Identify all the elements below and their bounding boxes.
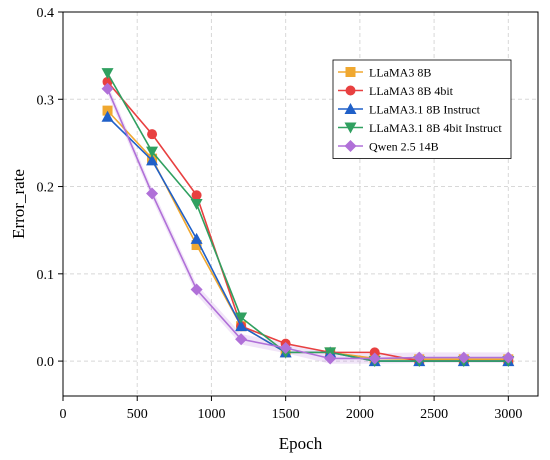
data-point-2-2	[190, 232, 203, 244]
x-tick-label-6: 3000	[494, 407, 522, 422]
y-tick-label-1: 0.1	[37, 268, 55, 283]
series-layer	[101, 68, 515, 368]
legend-label-3: LLaMA3.1 8B 4bit Instruct	[369, 121, 502, 135]
data-point-4-7	[413, 351, 426, 364]
legend-marker-3	[344, 122, 357, 134]
legend: LLaMA3 8B LLaMA3 8B 4bit LLaMA3.1 8B Instr…	[332, 59, 512, 159]
data-point-1-1	[147, 129, 158, 140]
series-4	[101, 82, 515, 365]
x-tick-label-2: 1000	[197, 407, 225, 422]
y-axis-title: Error_rate	[9, 169, 28, 239]
data-point-0-2	[191, 240, 202, 251]
data-point-4-9	[502, 351, 515, 364]
legend-marker-1	[345, 85, 356, 96]
legend-marker-2	[344, 103, 357, 114]
data-point-4-3	[235, 333, 248, 346]
data-point-0-0	[102, 105, 113, 116]
data-point-3-2	[190, 199, 203, 210]
legend-label-1: LLaMA3 8B 4bit	[369, 84, 454, 98]
series-line-4	[106, 88, 509, 360]
plot-frame	[62, 11, 539, 397]
axis-ticks: 0 500 1000 1500 2000 2500 3000 0.0 0.1 0.2 0.3 0.4	[37, 6, 523, 422]
x-axis-title: Epoch	[279, 434, 323, 453]
legend-label-2: LLaMA3.1 8B Instruct	[369, 103, 481, 117]
data-point-2-3	[235, 320, 248, 332]
data-point-4-1	[146, 187, 159, 200]
x-tick-label-5: 2500	[420, 407, 448, 422]
data-point-1-2	[191, 190, 202, 201]
x-tick-label-0: 0	[60, 407, 67, 422]
data-point-4-4	[279, 342, 292, 354]
data-point-4-2	[190, 283, 203, 296]
data-point-2-0	[101, 110, 114, 122]
y-tick-label-3: 0.3	[37, 93, 55, 108]
x-tick-label-4: 2000	[346, 407, 374, 422]
data-point-4-5	[324, 352, 337, 365]
data-point-1-0	[102, 76, 113, 87]
x-tick-label-1: 500	[127, 407, 148, 422]
y-tick-label-2: 0.2	[37, 181, 55, 196]
x-tick-label-3: 1500	[272, 407, 300, 422]
series-line-3	[106, 72, 509, 362]
y-tick-label-0: 0.0	[37, 355, 55, 370]
data-point-3-0	[101, 68, 114, 80]
legend-label-0: LLaMA3 8B	[369, 66, 431, 80]
data-point-4-8	[457, 351, 470, 364]
legend-label-4: Qwen 2.5 14B	[369, 140, 439, 154]
data-point-1-6	[369, 347, 380, 358]
data-point-2-1	[146, 154, 159, 166]
data-point-3-1	[146, 146, 159, 158]
legend-marker-0	[345, 67, 356, 77]
data-point-4-6	[368, 352, 381, 365]
data-point-3-3	[235, 312, 248, 324]
legend-marker-4	[344, 140, 357, 152]
y-tick-label-4: 0.4	[37, 6, 55, 21]
data-point-4-0	[101, 82, 114, 95]
